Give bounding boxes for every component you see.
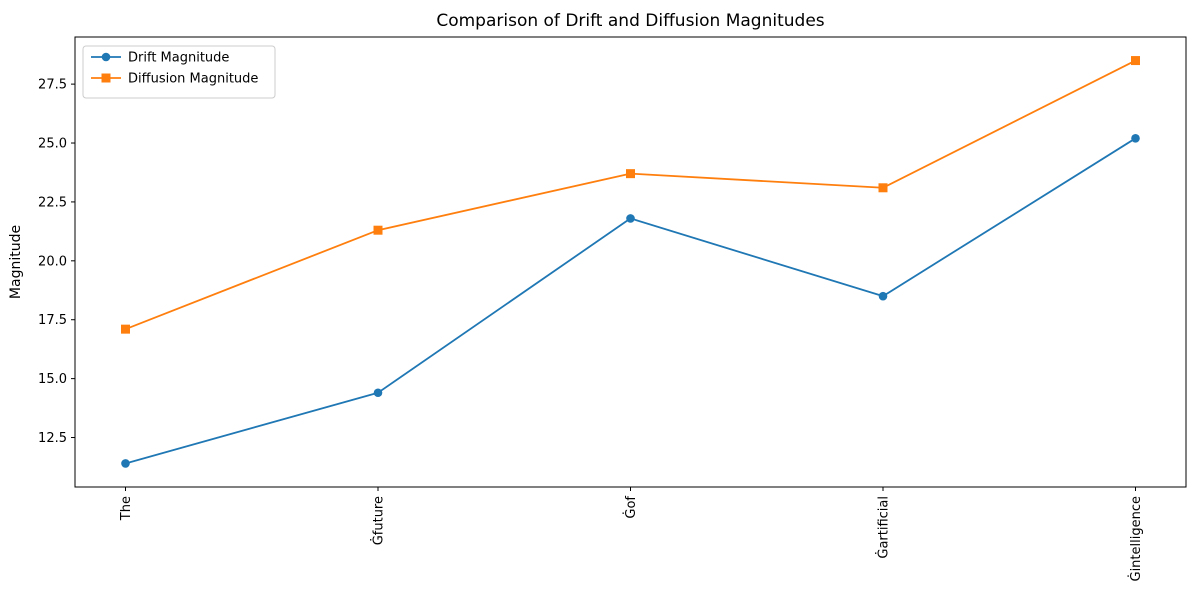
series-drift-magnitude (121, 134, 1140, 468)
y-tick-label: 22.5 (38, 195, 67, 210)
x-tick-label: Ġfuture (370, 496, 387, 545)
y-tick-label: 12.5 (38, 431, 67, 446)
legend-entry: Drift Magnitude (91, 51, 229, 66)
data-point-marker (1131, 56, 1140, 66)
legend-label: Drift Magnitude (128, 51, 229, 66)
legend-sample-marker (101, 52, 111, 62)
data-point-marker (121, 459, 130, 468)
data-point-marker (373, 388, 383, 398)
data-point-marker (626, 169, 635, 179)
data-point-marker (1131, 134, 1140, 143)
x-tick-label: The (119, 496, 134, 521)
y-axis-label: Magnitude (8, 225, 24, 299)
y-tick-label: 15.0 (38, 372, 67, 387)
legend-box (82, 45, 276, 99)
y-tick-label: 25.0 (38, 137, 67, 152)
data-point-marker (626, 214, 635, 223)
x-tick-label: Ġof (622, 496, 639, 519)
y-tick-label: 27.5 (38, 78, 67, 93)
plot-border (74, 36, 1187, 488)
legend-entry: Diffusion Magnitude (91, 72, 258, 87)
chart-title: Comparison of Drift and Diffusion Magnit… (436, 11, 824, 31)
data-point-marker (878, 183, 888, 193)
y-tick-label: 17.5 (38, 313, 67, 328)
legend-sample-marker (101, 73, 111, 83)
x-tick-label: Ġintelligence (1127, 496, 1144, 582)
legend: Drift Magnitude Diffusion Magnitude (82, 45, 276, 99)
y-tick-label: 20.0 (38, 254, 67, 269)
series-diffusion-magnitude (121, 56, 1140, 334)
data-point-marker (878, 291, 888, 301)
legend-label: Diffusion Magnitude (128, 72, 258, 87)
data-point-marker (373, 225, 383, 235)
data-point-marker (121, 324, 130, 334)
x-tick-label: Ġartificial (875, 496, 892, 559)
